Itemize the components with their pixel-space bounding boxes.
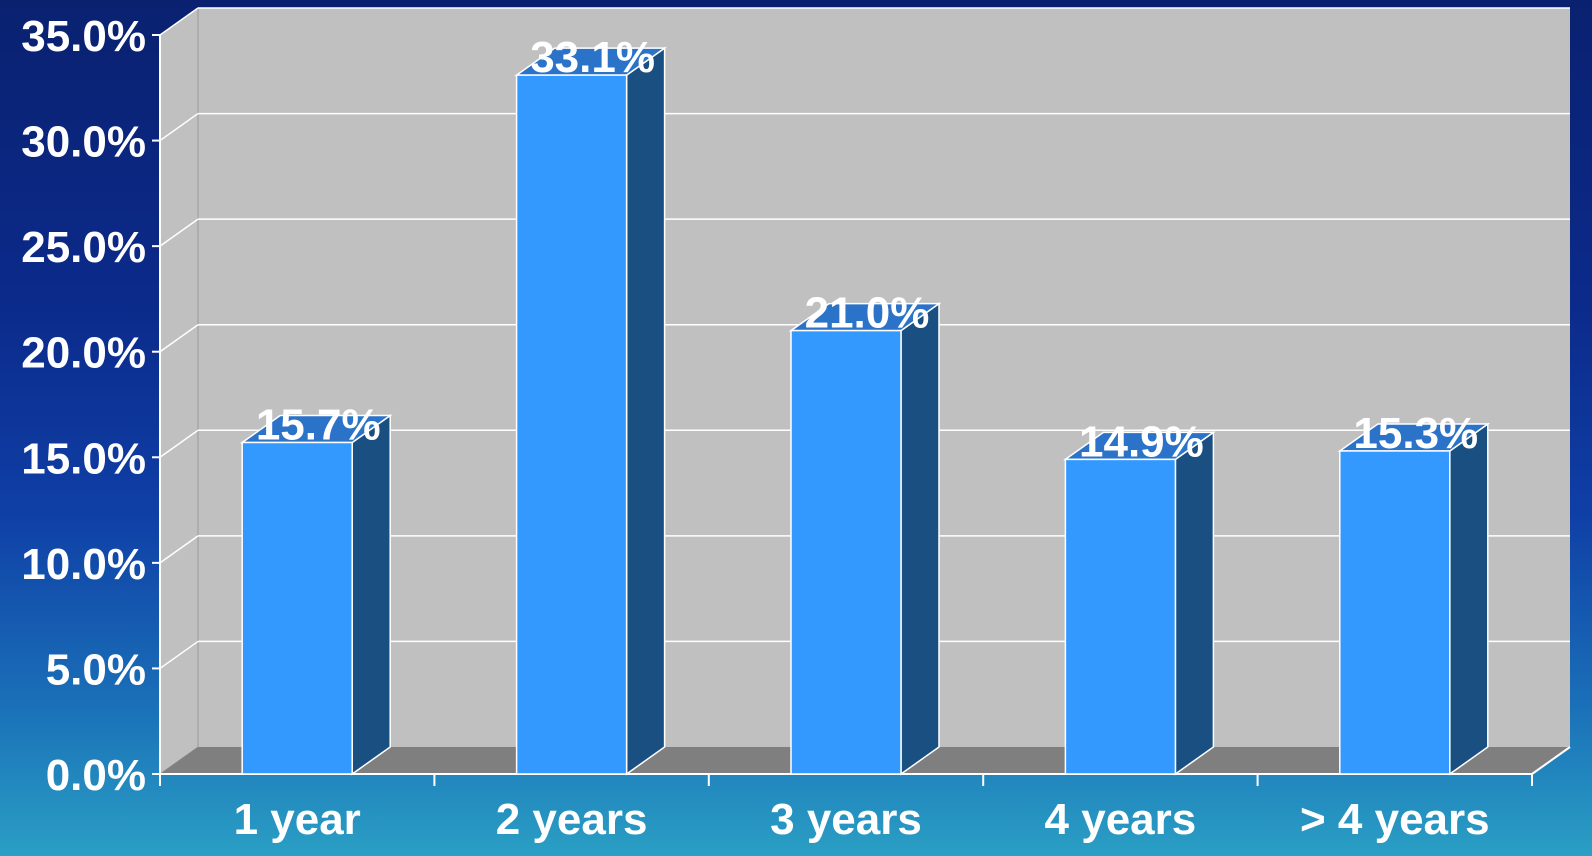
- y-tick-label: 5.0%: [46, 645, 146, 694]
- x-category-label: > 4 years: [1300, 795, 1490, 844]
- y-tick-label: 20.0%: [21, 329, 146, 378]
- y-tick-label: 30.0%: [21, 118, 146, 167]
- bar-4: [1063, 430, 1216, 776]
- bar-value-label: 14.9%: [1079, 417, 1204, 466]
- bar-1: [239, 414, 393, 776]
- gridline-side: [159, 640, 199, 670]
- gridline-side: [159, 324, 199, 353]
- bar-side: [1449, 422, 1489, 776]
- bar-front: [241, 441, 353, 775]
- bar-side: [625, 46, 666, 776]
- gridline-side: [159, 7, 199, 36]
- bar-5: [1337, 422, 1491, 776]
- bar-side: [351, 414, 391, 776]
- y-tick-label: 25.0%: [21, 223, 146, 272]
- bar-value-label: 15.7%: [256, 401, 381, 450]
- gridline-side: [159, 218, 199, 247]
- gridline-side: [159, 535, 199, 564]
- y-tick-label: 0.0%: [46, 751, 146, 800]
- bar-value-label: 15.3%: [1353, 409, 1478, 458]
- bar-front: [790, 329, 902, 775]
- bar-front: [1064, 458, 1177, 775]
- x-category-label: 1 year: [234, 795, 361, 844]
- y-tick-label: 15.0%: [21, 434, 146, 483]
- x-category-label: 3 years: [770, 795, 922, 844]
- plot-side-wall: [159, 7, 199, 775]
- bar-side: [1174, 430, 1215, 776]
- bar-2: [514, 46, 667, 776]
- bar-front: [515, 74, 628, 775]
- y-tick-label: 10.0%: [21, 540, 146, 589]
- gridline-side: [159, 429, 199, 458]
- floor-edge: [1531, 746, 1571, 775]
- x-category-label: 2 years: [496, 795, 648, 844]
- bar-value-label: 21.0%: [805, 289, 930, 338]
- bar-front: [1339, 450, 1451, 775]
- bar-side: [900, 302, 940, 776]
- y-tick-label: 35.0%: [21, 12, 146, 61]
- x-category-label: 4 years: [1045, 795, 1197, 844]
- gridline-side: [159, 112, 199, 142]
- bar-value-label: 33.1%: [530, 33, 655, 82]
- bar-3: [788, 302, 942, 776]
